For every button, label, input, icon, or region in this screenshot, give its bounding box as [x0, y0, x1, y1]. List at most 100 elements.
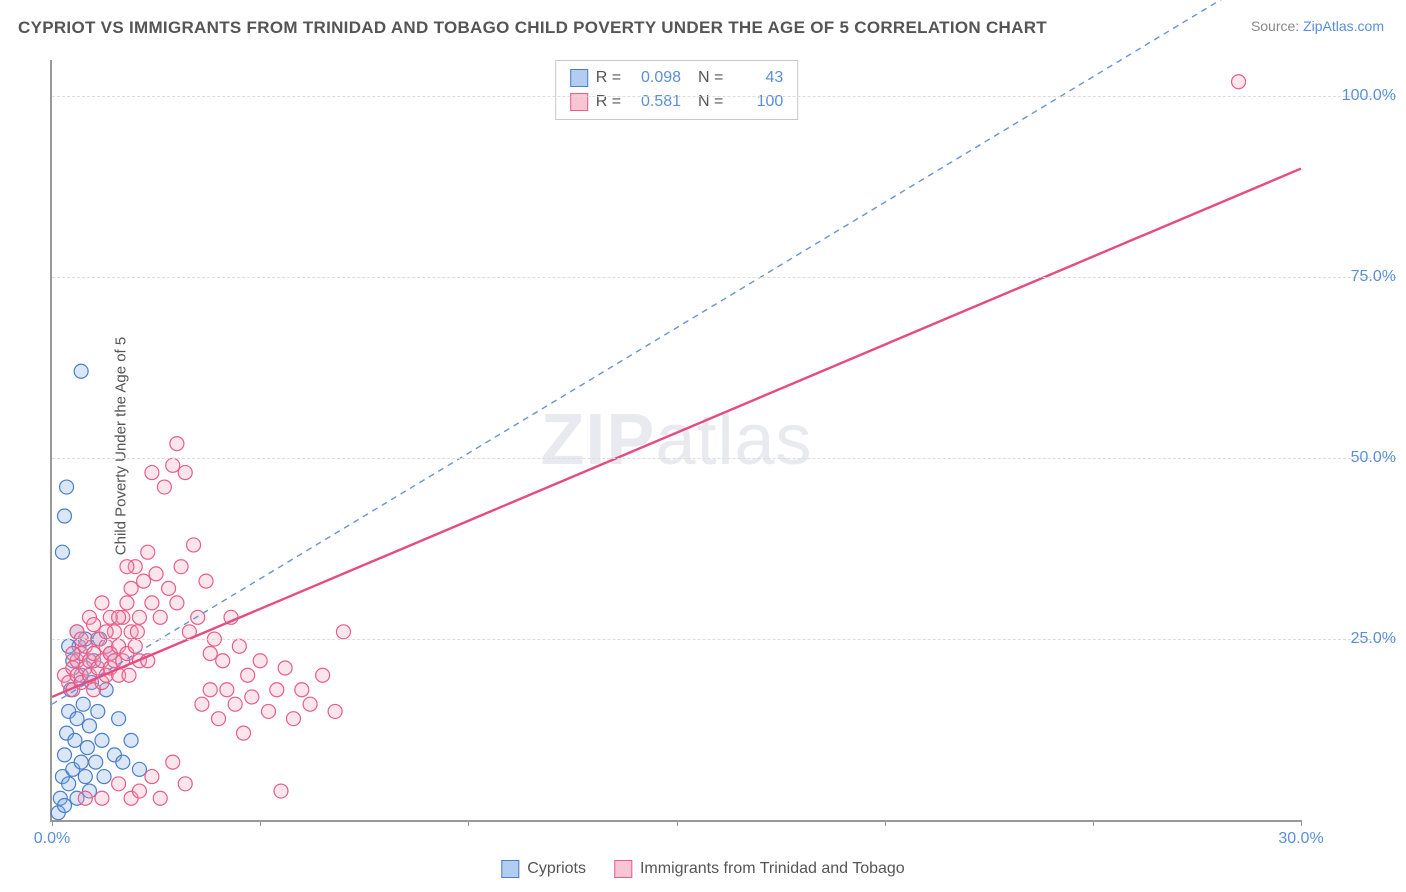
scatter-point	[145, 596, 159, 610]
scatter-point	[97, 770, 111, 784]
x-tick	[1301, 820, 1302, 826]
scatter-point	[145, 770, 159, 784]
scatter-point	[174, 560, 188, 574]
stats-r-label: R =	[596, 90, 621, 114]
x-tick-label: 0.0%	[34, 830, 70, 848]
scatter-point	[336, 625, 350, 639]
scatter-point	[237, 726, 251, 740]
scatter-point	[82, 719, 96, 733]
stats-n-label: N =	[689, 66, 723, 90]
scatter-point	[303, 697, 317, 711]
stats-row: R =0.581 N =100	[570, 90, 784, 114]
gridline-horizontal	[52, 639, 1396, 640]
scatter-point	[89, 755, 103, 769]
scatter-point	[153, 791, 167, 805]
chart-title: CYPRIOT VS IMMIGRANTS FROM TRINIDAD AND …	[18, 18, 1047, 38]
scatter-point	[99, 625, 113, 639]
scatter-point	[166, 458, 180, 472]
scatter-point	[170, 437, 184, 451]
stats-r-label: R =	[596, 66, 621, 90]
scatter-point	[91, 704, 105, 718]
scatter-point	[116, 755, 130, 769]
scatter-point	[178, 466, 192, 480]
scatter-point	[95, 596, 109, 610]
scatter-point	[245, 690, 259, 704]
scatter-point	[130, 625, 144, 639]
plot-svg	[52, 60, 1301, 820]
scatter-point	[241, 668, 255, 682]
scatter-point	[166, 755, 180, 769]
scatter-point	[57, 509, 71, 523]
stats-r-value: 0.098	[629, 66, 681, 90]
scatter-point	[278, 661, 292, 675]
x-tick-label: 30.0%	[1278, 830, 1323, 848]
scatter-point	[286, 712, 300, 726]
scatter-point	[203, 647, 217, 661]
x-tick	[1093, 820, 1094, 826]
scatter-point	[112, 712, 126, 726]
scatter-point	[120, 560, 134, 574]
scatter-point	[57, 748, 71, 762]
scatter-point	[162, 581, 176, 595]
scatter-point	[316, 668, 330, 682]
x-tick	[677, 820, 678, 826]
scatter-point	[253, 654, 267, 668]
x-tick	[260, 820, 261, 826]
x-tick	[52, 820, 53, 826]
scatter-point	[145, 466, 159, 480]
scatter-point	[76, 697, 90, 711]
x-tick	[468, 820, 469, 826]
scatter-point	[191, 610, 205, 624]
scatter-point	[141, 545, 155, 559]
scatter-point	[122, 668, 136, 682]
scatter-point	[78, 791, 92, 805]
scatter-point	[153, 610, 167, 624]
stats-n-value: 100	[731, 90, 783, 114]
scatter-point	[132, 784, 146, 798]
scatter-point	[232, 639, 246, 653]
scatter-point	[124, 581, 138, 595]
scatter-point	[87, 618, 101, 632]
y-tick-label: 75.0%	[1351, 268, 1396, 286]
scatter-point	[212, 712, 226, 726]
scatter-point	[95, 791, 109, 805]
scatter-point	[74, 364, 88, 378]
stats-r-value: 0.581	[629, 90, 681, 114]
legend-swatch	[614, 860, 632, 878]
scatter-point	[112, 610, 126, 624]
scatter-point	[132, 610, 146, 624]
y-tick-label: 50.0%	[1351, 449, 1396, 467]
stats-swatch	[570, 69, 588, 87]
source-attribution: Source: ZipAtlas.com	[1251, 18, 1384, 34]
gridline-horizontal	[52, 277, 1396, 278]
scatter-point	[66, 647, 80, 661]
y-tick-label: 25.0%	[1351, 630, 1396, 648]
source-link[interactable]: ZipAtlas.com	[1303, 18, 1384, 34]
legend-item: Immigrants from Trinidad and Tobago	[614, 860, 905, 878]
scatter-point	[55, 545, 69, 559]
scatter-point	[62, 777, 76, 791]
scatter-point	[78, 770, 92, 784]
scatter-point	[220, 683, 234, 697]
scatter-point	[178, 777, 192, 791]
gridline-horizontal	[52, 458, 1396, 459]
scatter-point	[274, 784, 288, 798]
legend-swatch	[501, 860, 519, 878]
scatter-point	[68, 733, 82, 747]
scatter-point	[80, 741, 94, 755]
scatter-point	[199, 574, 213, 588]
scatter-point	[187, 538, 201, 552]
scatter-point	[195, 697, 209, 711]
scatter-point	[203, 683, 217, 697]
scatter-point	[228, 697, 242, 711]
gridline-horizontal	[52, 96, 1396, 97]
chart-plot-area: ZIPatlas R =0.098 N =43R =0.581 N =100 2…	[50, 60, 1301, 822]
legend-label: Cypriots	[527, 860, 586, 878]
scatter-point	[328, 704, 342, 718]
scatter-point	[295, 683, 309, 697]
regression-line	[52, 169, 1301, 697]
scatter-point	[216, 654, 230, 668]
scatter-point	[74, 755, 88, 769]
x-tick	[885, 820, 886, 826]
scatter-point	[124, 733, 138, 747]
